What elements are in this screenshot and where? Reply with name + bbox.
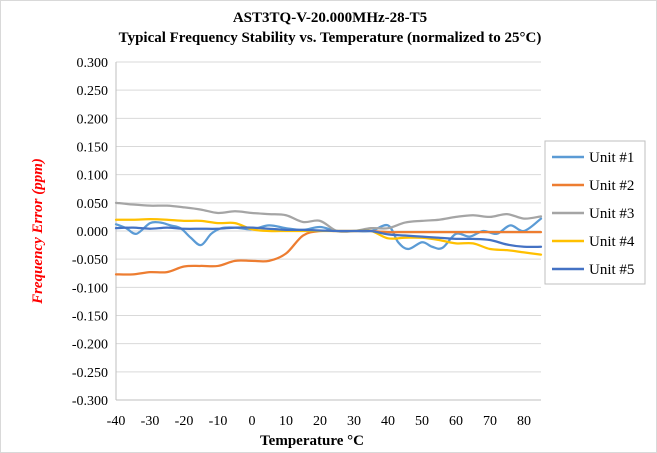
y-tick-label: -0.100 (72, 281, 108, 296)
chart-title: AST3TQ-V-20.000MHz-28-T5 (233, 10, 427, 26)
y-axis-label: Frequency Error (ppm) (30, 158, 46, 305)
x-tick-label: -10 (209, 414, 228, 429)
x-tick-label: 70 (483, 414, 497, 429)
y-tick-label: 0.050 (77, 197, 109, 212)
axes (115, 62, 541, 401)
y-tick-label: -0.300 (72, 394, 108, 409)
x-tick-label: 20 (313, 414, 327, 429)
x-axis-label: Temperature °C (260, 433, 364, 449)
y-tick-label: 0.200 (77, 112, 109, 127)
series-line-unit-5 (114, 226, 543, 249)
y-tick-label: 0.000 (77, 225, 109, 240)
legend-label-unit-4: Unit #4 (589, 234, 635, 250)
x-tick-labels: -40 -30 -20 -10 0 10 20 30 40 50 60 70 80 (107, 414, 531, 429)
legend-label-unit-3: Unit #3 (589, 206, 634, 222)
x-tick-label: -40 (107, 414, 126, 429)
y-tick-label: 0.150 (77, 141, 109, 156)
legend-label-unit-1: Unit #1 (589, 150, 634, 166)
legend-label-unit-2: Unit #2 (589, 178, 634, 194)
x-tick-label: 0 (249, 414, 256, 429)
y-tick-label: 0.300 (77, 56, 109, 71)
x-tick-label: 80 (517, 414, 531, 429)
y-tick-label: 0.100 (77, 169, 109, 184)
series-line-unit-1 (114, 217, 543, 251)
y-tick-label: -0.250 (72, 366, 108, 381)
legend: Unit #1 Unit #2 Unit #3 Unit #4 Unit #5 (544, 140, 646, 285)
legend-label-unit-5: Unit #5 (589, 262, 634, 278)
series-lines (114, 201, 543, 276)
x-tick-label: -30 (141, 414, 160, 429)
x-tick-label: 30 (347, 414, 361, 429)
x-tick-label: 60 (449, 414, 463, 429)
x-tick-label: 50 (415, 414, 429, 429)
y-tick-label: -0.150 (72, 310, 108, 325)
y-tick-label: -0.200 (72, 338, 108, 353)
series-line-unit-3 (114, 201, 543, 233)
x-tick-label: 10 (279, 414, 293, 429)
y-tick-label: 0.250 (77, 84, 109, 99)
y-tick-label: -0.050 (72, 253, 108, 268)
x-tick-label: -20 (175, 414, 194, 429)
series-line-unit-2 (114, 229, 543, 276)
y-tick-labels: 0.300 0.250 0.200 0.150 0.100 0.050 0.000 -0.05… (72, 56, 108, 409)
chart-subtitle: Typical Frequency Stability vs. Temperat… (119, 30, 542, 46)
x-tick-label: 40 (381, 414, 395, 429)
